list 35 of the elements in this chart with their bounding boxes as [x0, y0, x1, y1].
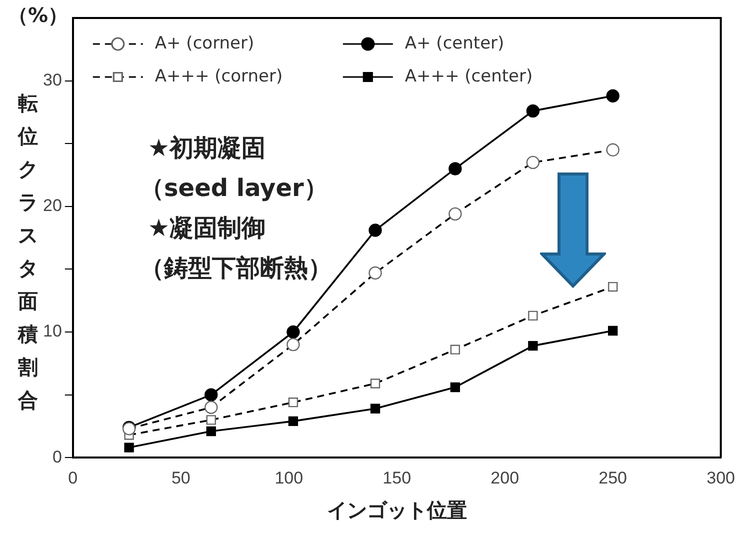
x-tick-label: 250 [598, 468, 628, 488]
y-tick-label: 20 [42, 196, 62, 216]
annotation: ★凝固制御 [148, 213, 266, 244]
annotation: ★初期凝固 [148, 133, 266, 164]
x-tick-label: 300 [706, 468, 736, 488]
point [204, 388, 218, 402]
point [448, 162, 462, 176]
point [124, 442, 134, 452]
legend-label: A+++ (corner) [154, 66, 283, 86]
y-tick-label: 30 [42, 70, 62, 90]
x-tick-label: 100 [274, 468, 304, 488]
point [370, 404, 380, 414]
x-tick-label: 0 [68, 468, 78, 488]
text: （%） [8, 2, 68, 29]
annotation: （seed layer） [140, 173, 328, 204]
x-tick-label: 50 [171, 468, 190, 488]
y-tick-label: 0 [52, 447, 62, 466]
point [528, 340, 538, 351]
x-tick-label: 200 [490, 468, 520, 488]
point [606, 89, 620, 102]
text: 転位クラスタ面積割合 [18, 91, 38, 412]
point [286, 325, 300, 339]
annotation: （鋳型下部断熱） [140, 253, 332, 284]
x-tick-label: 150 [382, 468, 412, 488]
x-axis-title: インゴット位置 [326, 498, 467, 522]
point [450, 382, 460, 392]
legend-label: A+++ (center) [404, 66, 533, 86]
point [368, 224, 382, 237]
y-tick-label: 10 [42, 322, 62, 341]
point [288, 416, 298, 426]
point [206, 426, 216, 436]
point [608, 326, 618, 336]
legend-label: A+ (corner) [154, 33, 254, 54]
point [526, 104, 540, 118]
legend-label: A+ (center) [404, 33, 504, 54]
